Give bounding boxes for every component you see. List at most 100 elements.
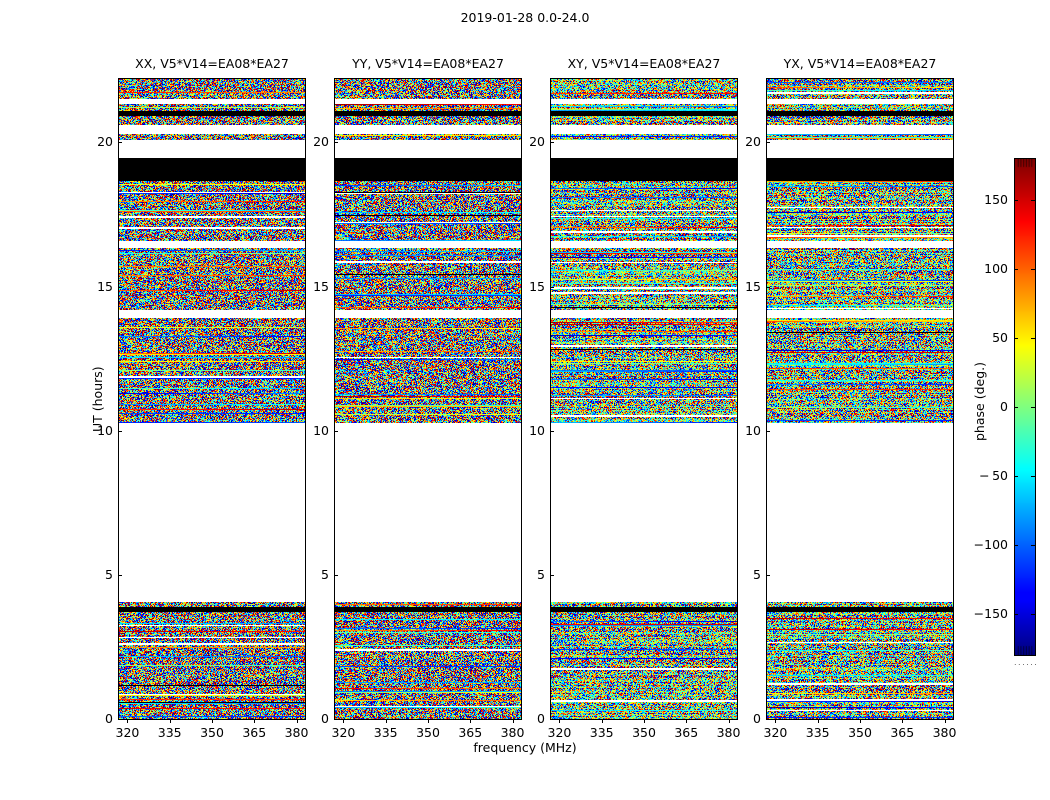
colorbar-tick: [1014, 613, 1018, 615]
x-tick: [559, 719, 561, 723]
y-tick-label: 10: [529, 422, 545, 438]
y-tick-label: 5: [105, 566, 113, 582]
y-tick: [334, 286, 338, 288]
x-tick-label: 320: [763, 725, 788, 740]
x-tick-label: 335: [589, 725, 614, 740]
waterfall-panel-xy[interactable]: [550, 78, 738, 720]
x-tick-label: 365: [890, 725, 915, 740]
y-tick: [118, 574, 122, 576]
colorbar-tick-label: 50: [992, 330, 1008, 346]
x-tick: [470, 719, 472, 723]
x-axis-label: frequency (MHz): [473, 740, 577, 755]
x-tick: [902, 719, 904, 723]
y-tick: [334, 719, 338, 720]
colorbar-tick: [1031, 200, 1035, 202]
colorbar-tick: [1031, 269, 1035, 271]
y-tick-label: 0: [105, 711, 113, 726]
colorbar-tick: [1031, 338, 1035, 340]
waterfall-panel-xx[interactable]: [118, 78, 306, 720]
y-tick: [550, 286, 554, 288]
x-tick-label: 365: [458, 725, 483, 740]
x-tick-label: 320: [547, 725, 572, 740]
x-tick-label: 335: [805, 725, 830, 740]
y-tick-label: 5: [537, 566, 545, 582]
y-tick-label: 15: [529, 278, 545, 294]
y-tick-label: 0: [321, 711, 329, 726]
colorbar-tick: [1014, 269, 1018, 271]
colorbar-tick-label: − 50: [979, 467, 1008, 483]
y-tick-label: 20: [313, 134, 329, 150]
panel-title-yx: YX, V5*V14=EA08*EA27: [783, 56, 937, 71]
y-tick-label: 15: [97, 278, 113, 294]
colorbar-tick: [1014, 544, 1018, 546]
y-tick-label: 20: [97, 134, 113, 150]
x-tick-label: 350: [632, 725, 656, 740]
y-tick: [118, 286, 122, 288]
y-tick: [118, 719, 122, 720]
y-tick-label: 15: [745, 278, 761, 294]
x-tick-label: 380: [500, 725, 525, 740]
colorbar-tick-label: −150: [973, 605, 1008, 621]
x-tick-label: 350: [416, 725, 440, 740]
y-tick: [550, 574, 554, 576]
x-tick: [860, 719, 861, 723]
colorbar-tick-label: −100: [973, 536, 1008, 552]
x-tick: [644, 719, 645, 723]
x-tick-label: 335: [157, 725, 182, 740]
y-tick: [766, 719, 770, 720]
x-tick-label: 380: [932, 725, 957, 740]
x-tick: [212, 719, 213, 723]
x-tick-label: 365: [674, 725, 699, 740]
y-tick: [334, 574, 338, 576]
x-tick-label: 320: [331, 725, 356, 740]
colorbar-overflow-marker: ......: [1014, 658, 1039, 667]
x-tick: [428, 719, 429, 723]
y-tick-label: 20: [745, 134, 761, 150]
y-tick-label: 5: [321, 566, 329, 582]
y-tick-label: 10: [745, 422, 761, 438]
y-tick: [550, 719, 554, 720]
x-tick: [127, 719, 129, 723]
colorbar-tick: [1014, 200, 1018, 202]
y-tick-label: 0: [753, 711, 761, 726]
y-tick-label: 10: [313, 422, 329, 438]
figure-suptitle: 2019-01-28 0.0-24.0: [460, 10, 590, 25]
x-tick: [601, 719, 603, 723]
panel-title-xy: XY, V5*V14=EA08*EA27: [567, 56, 721, 71]
y-tick: [766, 574, 770, 576]
x-tick: [385, 719, 387, 723]
y-tick-label: 10: [97, 422, 113, 438]
x-tick: [728, 719, 730, 723]
colorbar-tick: [1031, 544, 1035, 546]
x-tick-label: 320: [115, 725, 140, 740]
colorbar-tick: [1014, 407, 1018, 408]
y-tick: [550, 142, 554, 144]
x-tick: [169, 719, 171, 723]
x-tick-label: 380: [716, 725, 741, 740]
colorbar-tick: [1031, 613, 1035, 615]
colorbar-tick-label: 150: [984, 192, 1008, 208]
waterfall-panel-yx[interactable]: [766, 78, 954, 720]
x-tick: [686, 719, 688, 723]
x-tick-label: 350: [848, 725, 872, 740]
panel-title-yy: YY, V5*V14=EA08*EA27: [352, 56, 504, 71]
colorbar-tick-label: 0: [1000, 399, 1008, 414]
x-tick: [512, 719, 514, 723]
y-tick-label: 0: [537, 711, 545, 726]
waterfall-panel-yy[interactable]: [334, 78, 522, 720]
y-tick: [118, 430, 122, 432]
colorbar-tick-label: 100: [984, 261, 1008, 277]
y-tick-label: 5: [753, 566, 761, 582]
y-tick: [766, 142, 770, 144]
x-tick: [296, 719, 298, 723]
y-tick-label: 20: [529, 134, 545, 150]
y-axis-label: UT (hours): [90, 366, 105, 432]
x-tick-label: 365: [242, 725, 267, 740]
y-tick: [334, 142, 338, 144]
colorbar-tick: [1014, 475, 1018, 477]
x-tick: [944, 719, 946, 723]
y-tick: [766, 286, 770, 288]
y-tick: [550, 430, 554, 432]
x-tick-label: 350: [200, 725, 224, 740]
